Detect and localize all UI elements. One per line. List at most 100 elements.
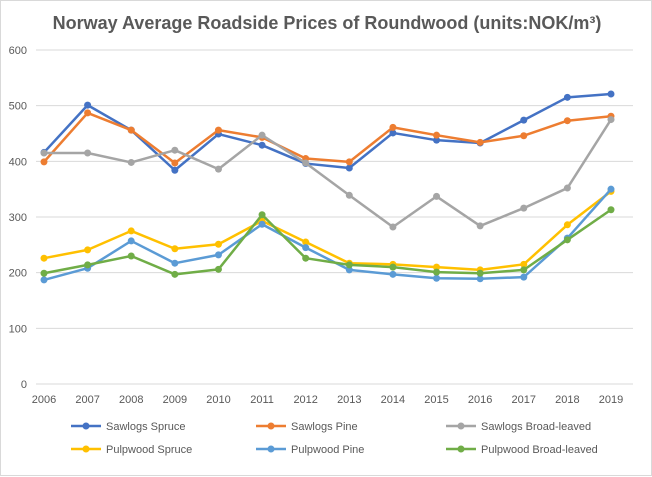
data-point [607, 90, 615, 98]
data-point [84, 101, 92, 109]
data-point [127, 126, 135, 134]
data-point [476, 222, 484, 230]
data-point [345, 266, 353, 274]
data-point [84, 109, 92, 117]
x-tick-label: 2008 [119, 394, 143, 406]
legend-label: Sawlogs Broad-leaved [481, 421, 591, 433]
data-point [389, 270, 397, 278]
data-point [563, 184, 571, 192]
x-tick-label: 2012 [293, 394, 317, 406]
legend-label: Sawlogs Spruce [106, 421, 186, 433]
y-tick-label: 200 [9, 268, 27, 280]
series-line [43, 188, 612, 282]
legend-marker [82, 445, 90, 453]
data-point [171, 245, 179, 253]
series-line [43, 190, 612, 272]
data-point [214, 240, 222, 248]
data-point [171, 159, 179, 167]
legend-marker [457, 445, 465, 453]
legend-item: Sawlogs Spruce [71, 421, 186, 433]
data-point [563, 93, 571, 101]
data-point [40, 254, 48, 262]
x-tick-label: 2011 [250, 394, 274, 406]
legend-item: Pulpwood Broad-leaved [446, 444, 598, 456]
data-point [84, 149, 92, 157]
series-line [44, 118, 613, 229]
legend-marker [457, 422, 465, 430]
data-point [258, 131, 266, 139]
data-point [607, 206, 615, 214]
data-point [302, 238, 310, 246]
x-tick-label: 2009 [163, 394, 187, 406]
data-point [563, 236, 571, 244]
y-tick-label: 300 [9, 212, 27, 224]
data-point [40, 158, 48, 166]
data-point [171, 259, 179, 267]
y-tick-label: 100 [9, 323, 27, 335]
series-pulpwood-pine [40, 185, 615, 284]
data-point [476, 269, 484, 277]
data-point [40, 269, 48, 277]
data-point [258, 141, 266, 149]
series-sawlogs-broad-leaved [40, 116, 615, 231]
series-line [43, 111, 612, 165]
data-point [214, 126, 222, 134]
x-tick-label: 2013 [337, 394, 361, 406]
legend-marker [82, 422, 90, 430]
legend-item: Sawlogs Broad-leaved [446, 421, 591, 433]
legend-marker [267, 422, 275, 430]
x-tick-label: 2007 [75, 394, 99, 406]
legend-item: Pulpwood Pine [256, 444, 364, 456]
data-point [520, 273, 528, 281]
legend-label: Sawlogs Pine [291, 421, 358, 433]
data-point [345, 158, 353, 166]
y-tick-label: 600 [9, 45, 27, 57]
legend-item: Pulpwood Spruce [71, 444, 192, 456]
data-point [171, 146, 179, 154]
series-pulpwood-broad-leaved [40, 206, 615, 278]
data-point [433, 136, 441, 144]
data-point [214, 251, 222, 259]
x-tick-label: 2006 [32, 394, 56, 406]
data-point [258, 211, 266, 219]
data-point [433, 263, 441, 271]
data-point [171, 270, 179, 278]
data-point [171, 166, 179, 174]
data-point [40, 149, 48, 157]
legend-item: Sawlogs Pine [256, 421, 358, 433]
data-point [389, 123, 397, 131]
data-point [520, 132, 528, 140]
data-point [476, 275, 484, 283]
y-tick-label: 400 [9, 156, 27, 168]
data-point [127, 158, 135, 166]
y-tick-label: 500 [9, 101, 27, 113]
data-point [127, 252, 135, 260]
data-point [127, 237, 135, 245]
data-point [520, 266, 528, 274]
data-point [607, 116, 615, 124]
y-tick-label: 0 [21, 379, 27, 391]
data-point [433, 131, 441, 139]
series-line [43, 208, 612, 276]
data-point [563, 117, 571, 125]
legend-label: Pulpwood Spruce [106, 444, 192, 456]
data-point [433, 192, 441, 200]
data-point [84, 246, 92, 254]
data-point [127, 227, 135, 235]
data-point [520, 116, 528, 124]
data-point [345, 191, 353, 199]
data-point [214, 165, 222, 173]
data-point [607, 185, 615, 193]
x-tick-label: 2010 [206, 394, 230, 406]
data-point [433, 268, 441, 276]
data-point [214, 265, 222, 273]
data-point [563, 221, 571, 229]
data-point [433, 274, 441, 282]
data-point [84, 261, 92, 269]
data-point [389, 223, 397, 231]
x-tick-label: 2015 [424, 394, 448, 406]
data-point [520, 260, 528, 268]
x-tick-label: 2016 [468, 394, 492, 406]
